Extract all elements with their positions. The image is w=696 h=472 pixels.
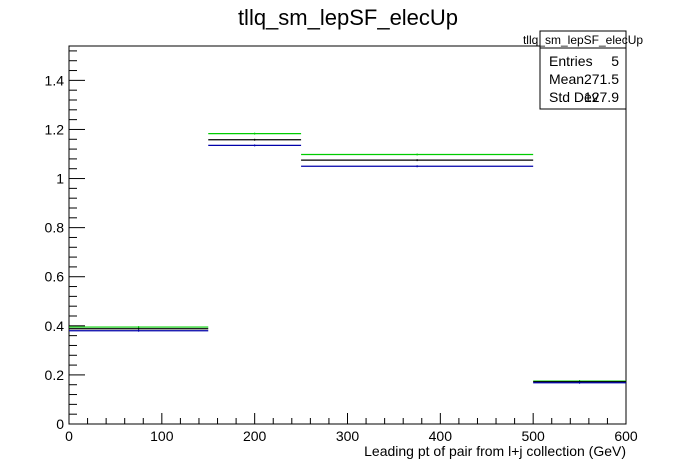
y-tick-label: 0.8 [45,220,65,236]
y-tick-label: 0.6 [45,269,65,285]
x-tick-labels: 0 100 200 300 400 500 600 [65,428,638,444]
stats-entries-label: Entries [549,53,593,69]
y-tick-label: 1.4 [45,72,65,88]
x-tick-label: 400 [429,428,453,444]
stats-box: tllq_sm_lepSF_elecUp Entries 5 Mean 271.… [523,30,643,110]
stats-mean-value: 271.5 [584,71,619,87]
series-1 [69,138,626,383]
series-0 [69,132,626,383]
y-tick-label: 0 [56,416,64,432]
stats-stddev-value: 127.9 [584,89,619,105]
stats-box-title: tllq_sm_lepSF_elecUp [523,33,643,47]
stats-entries-value: 5 [611,53,619,69]
x-tick-label: 500 [521,428,545,444]
y-tick-label: 1.2 [45,121,65,137]
y-tick-label: 1 [56,171,64,187]
y-tick-label: 0.4 [45,318,65,334]
stats-box-frame [539,30,627,110]
x-tick-label: 0 [65,428,73,444]
stats-stddev-label: Std Dev [549,89,599,105]
y-tick-labels: 0 0.2 0.4 0.6 0.8 1 1.2 1.4 [45,72,65,432]
x-tick-label: 600 [614,428,638,444]
x-tick-label: 300 [336,428,360,444]
stats-mean-label: Mean [549,71,584,87]
x-tick-label: 100 [150,428,174,444]
series-2 [69,144,626,384]
chart-title: tllq_sm_lepSF_elecUp [238,5,458,30]
axis-ticks [68,50,627,425]
x-tick-label: 200 [243,428,267,444]
histogram-series [69,132,626,384]
x-axis-title: Leading pt of pair from l+j collection (… [364,443,626,459]
y-tick-label: 0.2 [45,367,65,383]
